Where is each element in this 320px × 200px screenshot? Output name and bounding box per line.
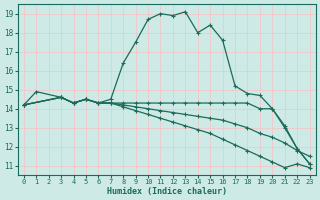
X-axis label: Humidex (Indice chaleur): Humidex (Indice chaleur) <box>107 187 227 196</box>
